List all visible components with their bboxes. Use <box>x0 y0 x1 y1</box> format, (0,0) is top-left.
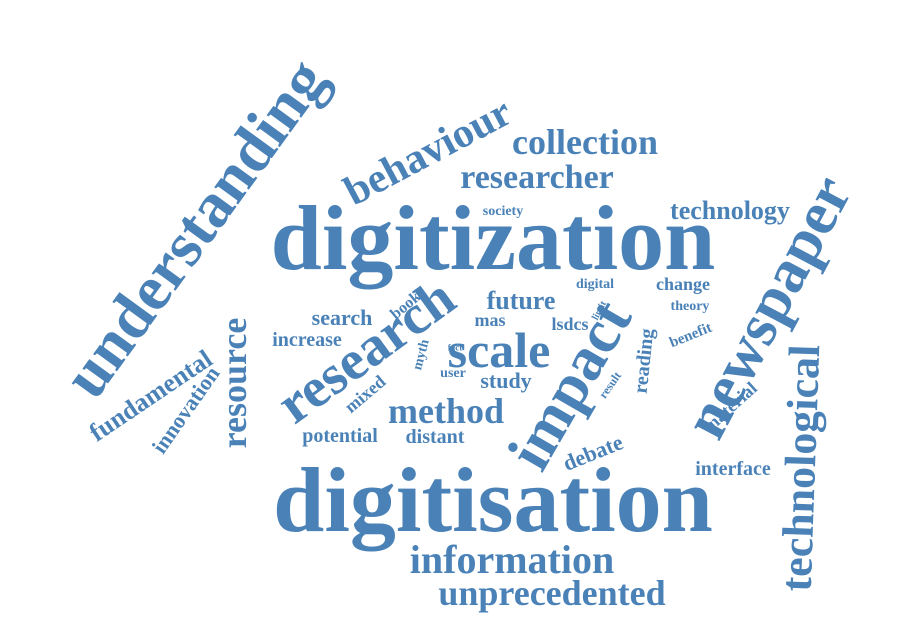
word-future: future <box>486 286 556 315</box>
word-digitization: digitization <box>270 187 716 289</box>
word-society: society <box>482 204 524 219</box>
word-technology: technology <box>670 196 790 225</box>
word-researcher: researcher <box>460 159 614 196</box>
word-interface: interface <box>695 458 771 480</box>
word-collection: collection <box>512 122 658 162</box>
word-potential: potential <box>302 425 378 447</box>
word-theory: theory <box>670 299 710 314</box>
word-fact: fact <box>447 342 463 353</box>
word-method: method <box>388 391 504 431</box>
word-resource: resource <box>214 317 254 449</box>
word-study: study <box>480 368 532 393</box>
word-distant: distant <box>405 426 465 448</box>
word-change: change <box>656 274 710 294</box>
word-lsdcs: lsdcs <box>551 314 589 334</box>
word-mas: mas <box>474 310 506 330</box>
word-unprecedented: unprecedented <box>438 573 666 613</box>
word-digital: digital <box>575 277 615 292</box>
word-search: search <box>311 305 373 330</box>
word-increase: increase <box>272 329 342 351</box>
word-reading: reading <box>629 327 659 395</box>
word-user: user <box>440 366 466 381</box>
word-digitisation: digitisation <box>273 449 713 551</box>
word-information: information <box>409 537 615 582</box>
word-technological: technological <box>771 343 830 593</box>
word-scale: scale <box>447 322 551 378</box>
